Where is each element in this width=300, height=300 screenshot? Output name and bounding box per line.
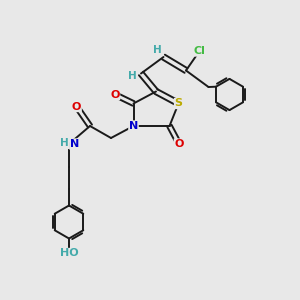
Text: HO: HO: [60, 248, 78, 259]
Text: H: H: [60, 138, 69, 148]
Text: O: O: [72, 101, 81, 112]
Text: H: H: [153, 45, 162, 56]
Text: N: N: [129, 121, 138, 131]
Text: O: O: [174, 139, 184, 149]
Text: N: N: [70, 139, 79, 149]
Text: Cl: Cl: [194, 46, 206, 56]
Text: S: S: [175, 98, 182, 109]
Text: O: O: [110, 89, 120, 100]
Text: H: H: [128, 71, 136, 81]
